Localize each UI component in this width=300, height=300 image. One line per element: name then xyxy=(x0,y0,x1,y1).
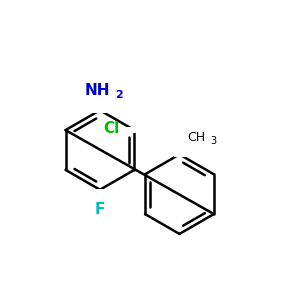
Text: F: F xyxy=(95,202,105,217)
Bar xyxy=(94,189,106,195)
Text: CH: CH xyxy=(187,131,205,144)
Text: Cl: Cl xyxy=(103,121,120,136)
Bar xyxy=(88,107,112,112)
Text: NH: NH xyxy=(84,83,110,98)
Bar xyxy=(120,127,137,133)
Bar xyxy=(174,152,203,157)
Text: 3: 3 xyxy=(210,136,217,146)
Text: 2: 2 xyxy=(115,90,123,100)
